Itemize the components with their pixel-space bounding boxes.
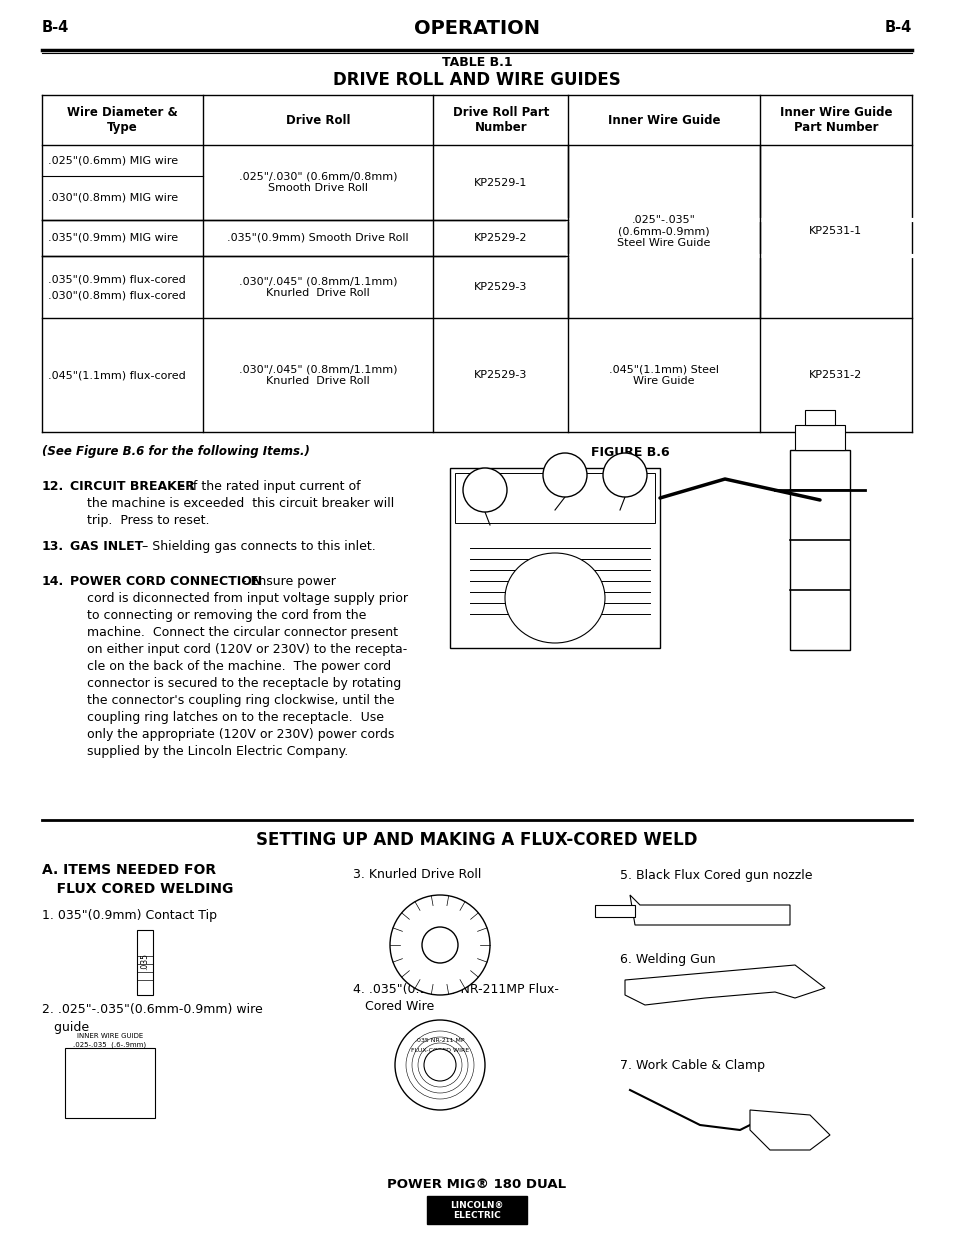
Text: KP2531-1: KP2531-1 [808,226,862,236]
Text: KP2529-2: KP2529-2 [474,233,527,243]
Text: .030"/.045" (0.8mm/1.1mm)
Knurled  Drive Roll: .030"/.045" (0.8mm/1.1mm) Knurled Drive … [238,364,397,385]
Circle shape [602,453,646,496]
Circle shape [423,1049,456,1081]
Bar [450,468,659,648]
Text: 13: 13 [556,468,573,482]
Text: 4. .035"(0.9mm) NR-211MP Flux-: 4. .035"(0.9mm) NR-211MP Flux- [353,983,558,997]
Text: trip.  Press to reset.: trip. Press to reset. [87,514,210,527]
Circle shape [542,453,586,496]
Text: coupling ring latches on to the receptacle.  Use: coupling ring latches on to the receptac… [87,711,384,724]
Text: FLUX CORED WELDING: FLUX CORED WELDING [42,882,233,897]
Text: 5. Black Flux Cored gun nozzle: 5. Black Flux Cored gun nozzle [619,868,812,882]
Text: Drive Roll Part
Number: Drive Roll Part Number [453,106,549,135]
Text: – Shielding gas connects to this inlet.: – Shielding gas connects to this inlet. [138,540,375,553]
Text: only the appropriate (120V or 230V) power cords: only the appropriate (120V or 230V) powe… [87,727,394,741]
Text: Cored Wire: Cored Wire [353,1000,434,1014]
Text: 6. Welding Gun: 6. Welding Gun [619,953,715,967]
Text: supplied by the Lincoln Electric Company.: supplied by the Lincoln Electric Company… [87,745,348,758]
Text: .035"(0.9mm) flux-cored: .035"(0.9mm) flux-cored [48,274,186,284]
Text: KP2529-1: KP2529-1 [474,178,527,188]
Text: .025"-.035"
(0.6mm-0.9mm)
Steel Wire Guide: .025"-.035" (0.6mm-0.9mm) Steel Wire Gui… [617,215,710,248]
Circle shape [462,468,506,513]
Text: .045"(1.1mm) flux-cored: .045"(1.1mm) flux-cored [48,370,186,380]
Bar [455,473,655,522]
Bar [65,1049,154,1118]
Bar [137,930,152,995]
Text: POWER MIG® 180 DUAL: POWER MIG® 180 DUAL [387,1178,566,1192]
Text: .035: .035 [140,953,150,971]
Polygon shape [624,965,824,1005]
Text: Inner Wire Guide: Inner Wire Guide [607,114,720,126]
Text: FLUX-CORED WIRE: FLUX-CORED WIRE [411,1047,469,1052]
Text: (See Figure B.6 for the following Items.): (See Figure B.6 for the following Items.… [42,446,310,458]
Circle shape [421,927,457,963]
Text: POWER CORD CONNECTION: POWER CORD CONNECTION [70,576,262,588]
Bar [42,95,911,432]
Text: OPERATION: OPERATION [414,19,539,37]
Text: GAS INLET: GAS INLET [70,540,143,553]
Text: TABLE B.1: TABLE B.1 [441,57,512,69]
Bar [595,905,635,918]
Text: .030"(0.8mm) MIG wire: .030"(0.8mm) MIG wire [48,193,178,203]
Text: FIGURE B.6: FIGURE B.6 [591,446,669,458]
Text: A. ITEMS NEEDED FOR: A. ITEMS NEEDED FOR [42,863,216,877]
Text: .045"(1.1mm) Steel
Wire Guide: .045"(1.1mm) Steel Wire Guide [608,364,719,385]
Text: the machine is exceeded  this circuit breaker will: the machine is exceeded this circuit bre… [87,496,394,510]
Text: B-4: B-4 [42,21,70,36]
Polygon shape [629,895,789,925]
Text: to connecting or removing the cord from the: to connecting or removing the cord from … [87,609,366,622]
Text: - Ensure power: - Ensure power [237,576,335,588]
Text: the connector's coupling ring clockwise, until the: the connector's coupling ring clockwise,… [87,694,395,706]
Text: .025"(0.6mm) MIG wire: .025"(0.6mm) MIG wire [48,156,178,165]
Text: .030"/.045" (0.8mm/1.1mm)
Knurled  Drive Roll: .030"/.045" (0.8mm/1.1mm) Knurled Drive … [238,277,397,298]
Text: .025-.035  (.6-.9mm): .025-.035 (.6-.9mm) [73,1042,147,1049]
Text: machine.  Connect the circular connector present: machine. Connect the circular connector … [87,626,397,638]
Text: 12.: 12. [42,480,64,493]
Text: INNER WIRE GUIDE: INNER WIRE GUIDE [77,1032,143,1039]
Ellipse shape [504,553,604,643]
Text: SETTING UP AND MAKING A FLUX-CORED WELD: SETTING UP AND MAKING A FLUX-CORED WELD [256,831,697,848]
Text: KP2529-3: KP2529-3 [474,370,527,380]
Text: 14.: 14. [42,576,64,588]
Text: 3. Knurled Drive Roll: 3. Knurled Drive Roll [353,868,481,882]
Text: 14: 14 [616,468,633,482]
Text: Inner Wire Guide
Part Number: Inner Wire Guide Part Number [779,106,891,135]
Text: cord is diconnected from input voltage supply prior: cord is diconnected from input voltage s… [87,592,408,605]
Bar [804,410,834,425]
Text: 1. 035"(0.9mm) Contact Tip: 1. 035"(0.9mm) Contact Tip [42,909,216,921]
Text: 13.: 13. [42,540,64,553]
Circle shape [390,895,490,995]
Text: 2. .025"-.035"(0.6mm-0.9mm) wire: 2. .025"-.035"(0.6mm-0.9mm) wire [42,1004,262,1016]
Text: connector is secured to the receptacle by rotating: connector is secured to the receptacle b… [87,677,401,690]
Bar [794,425,844,450]
Text: CIRCUIT BREAKER: CIRCUIT BREAKER [70,480,194,493]
Circle shape [395,1020,484,1110]
Text: Drive Roll: Drive Roll [286,114,350,126]
Text: on either input cord (120V or 230V) to the recepta-: on either input cord (120V or 230V) to t… [87,643,407,656]
Text: KP2529-3: KP2529-3 [474,282,527,291]
Text: B-4: B-4 [883,21,911,36]
Text: 12: 12 [476,483,494,496]
Text: – If the rated input current of: – If the rated input current of [174,480,360,493]
Text: guide: guide [42,1020,89,1034]
Polygon shape [749,1110,829,1150]
Text: .035 NR-211 MP: .035 NR-211 MP [415,1037,464,1042]
Bar [427,1195,526,1224]
Text: Wire Diameter &
Type: Wire Diameter & Type [67,106,177,135]
Text: KP2531-2: KP2531-2 [808,370,862,380]
Text: .035"(0.9mm) Smooth Drive Roll: .035"(0.9mm) Smooth Drive Roll [227,233,409,243]
Text: .030"(0.8mm) flux-cored: .030"(0.8mm) flux-cored [48,290,186,300]
Text: 7. Work Cable & Clamp: 7. Work Cable & Clamp [619,1058,764,1072]
Text: .035"(0.9mm) MIG wire: .035"(0.9mm) MIG wire [48,233,178,243]
Bar [789,450,849,650]
Text: DRIVE ROLL AND WIRE GUIDES: DRIVE ROLL AND WIRE GUIDES [333,70,620,89]
Text: ELECTRIC: ELECTRIC [453,1212,500,1220]
Text: cle on the back of the machine.  The power cord: cle on the back of the machine. The powe… [87,659,391,673]
Text: .025"/.030" (0.6mm/0.8mm)
Smooth Drive Roll: .025"/.030" (0.6mm/0.8mm) Smooth Drive R… [238,172,397,194]
Text: LINCOLN®: LINCOLN® [450,1200,503,1209]
